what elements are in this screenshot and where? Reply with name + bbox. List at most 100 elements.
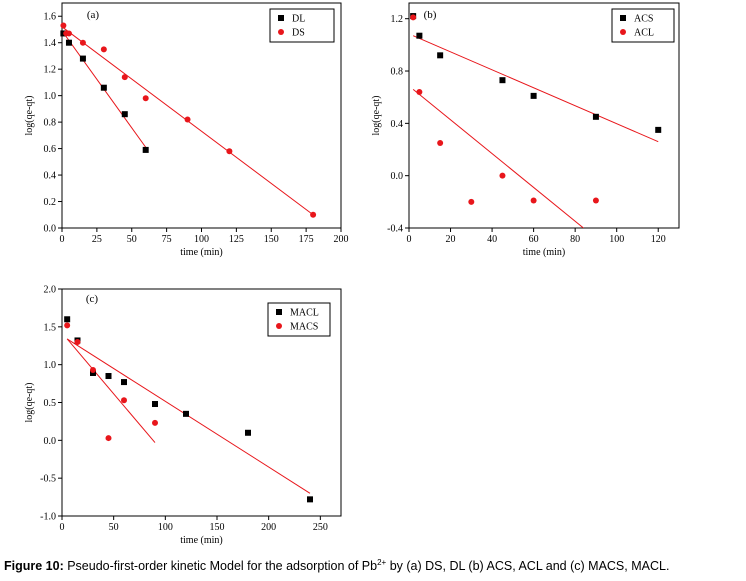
data-point-dl	[100, 84, 107, 91]
data-point-macs	[105, 435, 112, 442]
data-point-acs	[592, 113, 599, 120]
y-tick-label: 1.2	[391, 14, 404, 25]
x-tick-label: 40	[487, 234, 497, 245]
y-tick-label: 0.8	[44, 118, 57, 129]
x-tick-label: 80	[570, 234, 580, 245]
x-tick-label: 150	[264, 234, 279, 245]
data-point-dl	[121, 111, 128, 118]
data-point-macl	[152, 401, 158, 408]
x-tick-label: 0	[60, 234, 65, 245]
data-point-ds	[65, 30, 72, 37]
legend-label-dl: DL	[292, 14, 305, 25]
panel-a: 0 25 50 75 100 125 150 175 200 0.0 0.2 0.4 0.6 0.8 1.0…	[24, 2, 349, 258]
data-point-acs	[655, 126, 662, 133]
data-point-ds	[184, 116, 191, 123]
data-point-macs	[64, 322, 71, 329]
data-point-ds	[79, 39, 86, 46]
y-axis-label: log(qe-qt)	[24, 96, 35, 136]
x-tick-label: 200	[261, 522, 276, 533]
fit-line-acs	[412, 35, 659, 143]
data-point-macs	[121, 397, 127, 404]
data-point-acs	[416, 32, 423, 39]
legend-marker-ds	[278, 29, 284, 35]
y-tick-label: 0.6	[44, 144, 57, 155]
data-point-ds	[60, 22, 67, 29]
legend-marker-macl	[276, 309, 282, 315]
y-tick-label: 0.0	[391, 171, 404, 182]
y-tick-label: 0.4	[391, 119, 404, 130]
x-tick-label: 50	[127, 234, 137, 245]
x-axis-label: time (min)	[523, 247, 566, 258]
panel-b: 0 20 40 60 80 100 120 -0.4 0.0 0.4 0.8 1.2 time (min…	[371, 2, 680, 258]
x-tick-label: 200	[334, 234, 349, 245]
data-point-acl	[416, 88, 423, 95]
legend-marker-acl	[620, 29, 626, 35]
x-tick-label: 0	[60, 522, 65, 533]
x-tick-label: 25	[92, 234, 102, 245]
x-tick-label: 20	[446, 234, 456, 245]
legend-label-macs: MACS	[290, 322, 318, 333]
data-point-macl	[307, 496, 313, 503]
data-point-macl	[245, 429, 251, 436]
data-point-dl	[142, 146, 149, 153]
y-tick-label: 1.5	[44, 322, 57, 333]
x-tick-label: 50	[109, 522, 119, 533]
y-tick-label: -1.0	[40, 512, 56, 523]
y-tick-label: 1.0	[44, 360, 57, 371]
data-point-acl	[499, 172, 506, 179]
caption-text-before: Pseudo-first-order kinetic Model for the…	[63, 559, 378, 574]
data-point-macl	[105, 373, 112, 380]
x-axis-label: time (min)	[180, 247, 223, 258]
data-point-ds	[142, 95, 149, 102]
y-tick-label: 1.6	[44, 12, 57, 23]
data-point-macl	[121, 379, 127, 386]
panel-tag: (b)	[424, 9, 437, 21]
y-tick-label: 0.8	[391, 67, 404, 78]
caption-text-after: by (a) DS, DL (b) ACS, ACL and (c) MACS,…	[386, 559, 670, 574]
data-point-macl	[183, 410, 189, 417]
data-point-dl	[79, 55, 86, 62]
data-point-acs	[437, 52, 444, 59]
panel-c: 0 50 100 150 200 250 -1.0 -0.5 0.0 0.5 1.0 1.5 2.0 ti…	[24, 285, 342, 546]
panel-tag: (a)	[87, 9, 100, 21]
x-tick-label: 0	[407, 234, 412, 245]
x-tick-label: 125	[229, 234, 244, 245]
legend-marker-dl	[278, 15, 284, 21]
x-tick-label: 120	[651, 234, 666, 245]
data-point-ds	[121, 74, 128, 81]
y-axis-label: log(qe-qt)	[24, 383, 35, 423]
y-tick-label: 0.2	[44, 197, 57, 208]
legend-label-acs: ACS	[634, 14, 653, 25]
y-tick-label: 1.2	[44, 65, 57, 76]
data-point-dl	[65, 39, 72, 46]
data-point-ds	[310, 211, 317, 218]
data-point-macs	[74, 338, 81, 345]
x-tick-label: 100	[609, 234, 624, 245]
data-point-acs	[530, 92, 537, 99]
x-tick-label: 100	[158, 522, 173, 533]
caption-label: Figure 10:	[4, 559, 64, 574]
x-axis-label: time (min)	[180, 535, 223, 546]
y-tick-label: 0.0	[44, 436, 57, 447]
legend-box	[269, 8, 335, 43]
y-tick-label: 0.0	[44, 224, 57, 235]
legend-box	[611, 8, 675, 43]
legend-box	[267, 302, 331, 337]
figure-caption: Figure 10: Pseudo-first-order kinetic Mo…	[4, 558, 744, 573]
data-point-acl	[530, 197, 537, 204]
y-tick-label: -0.5	[40, 474, 56, 485]
x-tick-label: 60	[529, 234, 539, 245]
data-point-macs	[90, 366, 96, 373]
data-point-acl	[410, 14, 417, 21]
x-tick-label: 175	[299, 234, 314, 245]
y-tick-label: 0.5	[44, 398, 57, 409]
y-tick-label: 1.4	[44, 38, 57, 49]
x-tick-label: 250	[313, 522, 328, 533]
data-point-macl	[90, 369, 96, 376]
y-tick-label: 2.0	[44, 285, 57, 296]
data-point-macl	[64, 316, 71, 323]
legend-marker-acs	[620, 15, 626, 21]
data-point-ds	[100, 46, 107, 53]
data-point-acl	[592, 197, 599, 204]
fit-line-macs	[66, 338, 156, 443]
